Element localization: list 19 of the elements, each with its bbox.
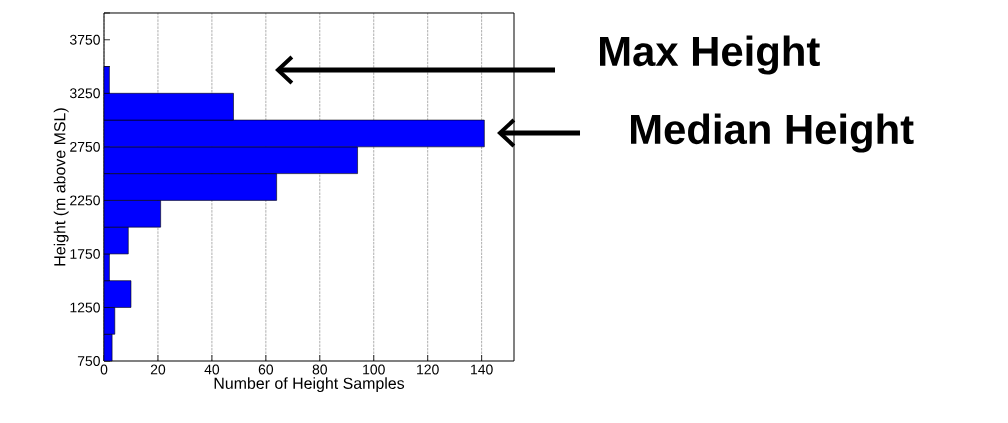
y-tick-label: 1250 (70, 302, 100, 313)
x-tick-label: 100 (363, 364, 385, 375)
text: Median Height (631, 113, 914, 153)
text: Max Height (600, 35, 820, 75)
x-tick-label: 140 (471, 364, 493, 375)
x-axis-title: Number of Height Samples (214, 377, 405, 393)
x-tick-label: 60 (258, 364, 274, 375)
x-tick-label: 80 (312, 364, 328, 375)
y-tick-label: 3250 (69, 88, 100, 99)
y-tick-label: 2750 (70, 141, 100, 152)
y-tick-label: 3750 (69, 34, 100, 45)
y-tick-label: 1750 (70, 248, 100, 259)
y-tick-label: 750 (77, 356, 100, 366)
y-tick-label: 2250 (70, 195, 100, 206)
x-tick-label: 20 (150, 364, 166, 375)
x-tick-label: 120 (417, 364, 439, 375)
x-tick-label: 40 (204, 364, 220, 375)
y-axis-title: Height (m above MSL) (53, 108, 69, 266)
x-tick-label: 0 (100, 364, 108, 375)
